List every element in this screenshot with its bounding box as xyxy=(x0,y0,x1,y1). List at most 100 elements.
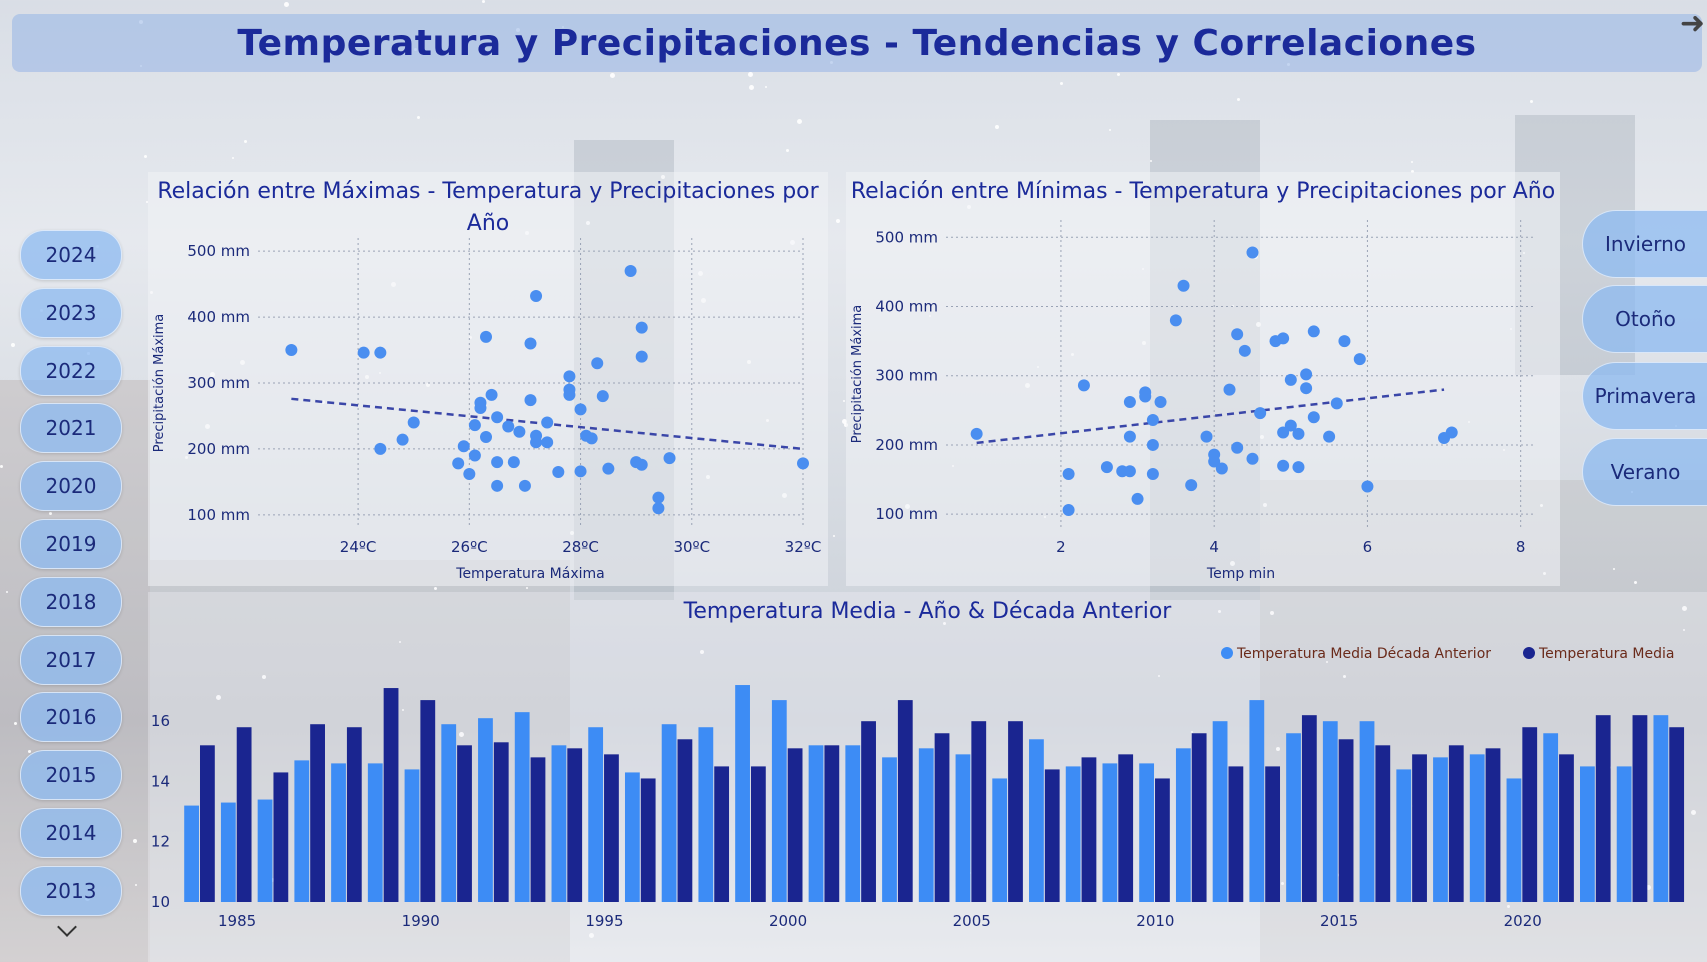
bar-media[interactable] xyxy=(787,748,803,902)
scatter-point[interactable] xyxy=(1185,479,1198,492)
bar-media[interactable] xyxy=(861,721,876,902)
scatter-point[interactable] xyxy=(468,419,481,432)
arrow-right-icon[interactable]: ➜ xyxy=(1679,6,1705,41)
bar-media[interactable] xyxy=(199,745,215,902)
bar-decada-anterior[interactable] xyxy=(588,727,604,902)
bar-media[interactable] xyxy=(567,748,583,902)
bar-decada-anterior[interactable] xyxy=(514,712,530,902)
scatter-point[interactable] xyxy=(585,432,598,445)
year-button-2024[interactable]: 2024 xyxy=(20,230,122,280)
bar-decada-anterior[interactable] xyxy=(1102,763,1118,902)
bar-media[interactable] xyxy=(1559,754,1574,902)
scatter-point[interactable] xyxy=(1338,335,1351,348)
bar-media[interactable] xyxy=(346,727,362,902)
scatter-point[interactable] xyxy=(563,388,576,401)
bar-decada-anterior[interactable] xyxy=(1543,733,1559,902)
scatter-point[interactable] xyxy=(663,452,676,465)
scatter-point[interactable] xyxy=(1238,344,1251,357)
season-button-primavera[interactable]: Primavera xyxy=(1582,362,1707,430)
bar-media[interactable] xyxy=(1301,715,1317,902)
scatter-point[interactable] xyxy=(1292,427,1305,440)
bar-decada-anterior[interactable] xyxy=(624,772,640,902)
bar-decada-anterior[interactable] xyxy=(661,724,677,902)
season-button-verano[interactable]: Verano xyxy=(1582,438,1707,506)
scatter-point[interactable] xyxy=(491,479,504,492)
bar-decada-anterior[interactable] xyxy=(1322,721,1338,902)
scatter-point[interactable] xyxy=(635,350,648,363)
scatter-point[interactable] xyxy=(285,344,298,357)
scatter-point[interactable] xyxy=(1361,480,1374,493)
year-button-2019[interactable]: 2019 xyxy=(20,519,122,569)
scatter-point[interactable] xyxy=(541,416,554,429)
scatter-point[interactable] xyxy=(552,465,565,478)
scatter-point[interactable] xyxy=(1077,379,1090,392)
bar-media[interactable] xyxy=(971,721,987,902)
scatter-point[interactable] xyxy=(1353,353,1366,366)
bar-media[interactable] xyxy=(1448,745,1464,902)
scatter-point[interactable] xyxy=(485,388,498,401)
scatter-point[interactable] xyxy=(1123,465,1136,478)
scatter-point[interactable] xyxy=(457,440,470,453)
bar-media[interactable] xyxy=(420,700,436,902)
year-button-2014[interactable]: 2014 xyxy=(20,808,122,858)
bar-media[interactable] xyxy=(383,688,399,902)
bar-media[interactable] xyxy=(1522,727,1538,902)
scatter-point[interactable] xyxy=(1277,426,1290,439)
scatter-point[interactable] xyxy=(524,337,537,350)
scatter-point[interactable] xyxy=(1300,368,1313,381)
scatter-point[interactable] xyxy=(1231,328,1244,341)
scatter-point[interactable] xyxy=(396,433,409,446)
scatter-point[interactable] xyxy=(1223,383,1236,396)
year-button-2017[interactable]: 2017 xyxy=(20,634,122,685)
scatter-point[interactable] xyxy=(1139,386,1152,399)
scatter-point[interactable] xyxy=(513,425,526,438)
chevron-down-icon[interactable] xyxy=(57,917,77,937)
scatter-point[interactable] xyxy=(635,458,648,471)
bar-media[interactable] xyxy=(1118,754,1134,902)
bar-media[interactable] xyxy=(1595,715,1611,902)
year-button-2013[interactable]: 2013 xyxy=(20,865,122,916)
bar-decada-anterior[interactable] xyxy=(184,805,199,902)
year-button-2022[interactable]: 2022 xyxy=(20,345,122,396)
scatter-point[interactable] xyxy=(1292,461,1305,474)
scatter-point[interactable] xyxy=(530,290,543,302)
year-button-2023[interactable]: 2023 xyxy=(20,287,122,338)
bar-media[interactable] xyxy=(1191,733,1207,902)
bar-decada-anterior[interactable] xyxy=(1249,700,1265,902)
bar-decada-anterior[interactable] xyxy=(551,745,567,902)
bar-media[interactable] xyxy=(824,745,840,902)
bar-decada-anterior[interactable] xyxy=(992,778,1008,902)
scatter-point[interactable] xyxy=(1323,430,1336,443)
scatter-point[interactable] xyxy=(596,390,609,403)
scatter-point[interactable] xyxy=(480,431,493,444)
bar-decada-anterior[interactable] xyxy=(918,748,934,902)
bar-media[interactable] xyxy=(1265,766,1281,902)
scatter-point[interactable] xyxy=(452,457,465,470)
scatter-point[interactable] xyxy=(602,462,615,475)
scatter-point[interactable] xyxy=(502,420,515,433)
bar-decada-anterior[interactable] xyxy=(882,757,897,902)
year-button-2018[interactable]: 2018 xyxy=(20,576,122,627)
bar-decada-anterior[interactable] xyxy=(955,754,971,902)
legend-label-media[interactable]: Temperatura Media xyxy=(1538,646,1674,662)
scatter-point[interactable] xyxy=(463,467,476,480)
scatter-point[interactable] xyxy=(374,346,387,359)
bar-media[interactable] xyxy=(934,733,950,902)
bar-decada-anterior[interactable] xyxy=(1065,766,1081,902)
scatter-point[interactable] xyxy=(1062,468,1075,481)
bar-media[interactable] xyxy=(493,742,509,902)
scatter-point[interactable] xyxy=(1284,419,1297,432)
year-button-2021[interactable]: 2021 xyxy=(20,403,122,454)
scatter-point[interactable] xyxy=(1062,504,1075,517)
scatter-point[interactable] xyxy=(1330,397,1343,410)
scatter-point[interactable] xyxy=(1307,411,1320,424)
bar-media[interactable] xyxy=(1669,727,1685,902)
bar-media[interactable] xyxy=(1155,778,1170,902)
scatter-point[interactable] xyxy=(1177,279,1190,292)
scatter-point[interactable] xyxy=(1277,332,1290,345)
scatter-point[interactable] xyxy=(1284,373,1297,386)
legend-label-decada-anterior[interactable]: Temperatura Media Década Anterior xyxy=(1236,646,1491,662)
scatter-point[interactable] xyxy=(1146,414,1159,427)
bar-media[interactable] xyxy=(1228,766,1244,902)
scatter-point[interactable] xyxy=(491,411,504,424)
